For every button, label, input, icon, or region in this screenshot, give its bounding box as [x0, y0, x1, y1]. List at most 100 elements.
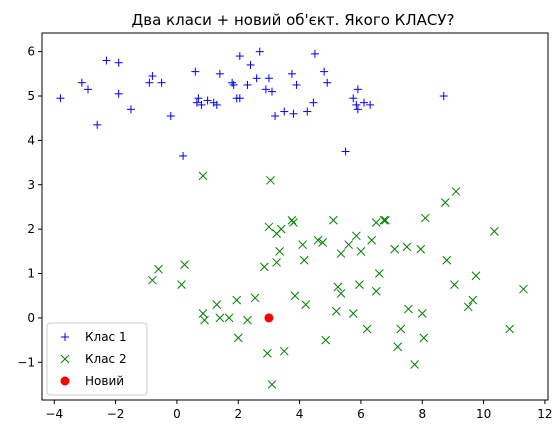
y-tick-label: 4 [27, 133, 35, 147]
data-point-x [336, 289, 346, 298]
data-point-plus [271, 111, 280, 120]
data-point-plus [197, 100, 206, 109]
data-point-plus [303, 107, 312, 116]
data-point-x [290, 291, 300, 301]
x-tick-label: 8 [418, 407, 426, 421]
data-point-x [402, 242, 412, 252]
data-point-plus [145, 78, 154, 87]
y-tick-label: 1 [27, 267, 35, 281]
data-point-plus [341, 147, 350, 156]
x-tick-label: 2 [234, 407, 242, 421]
series-3 [264, 313, 274, 323]
data-point-x [362, 324, 372, 334]
data-point-plus [264, 74, 273, 83]
y-tick-label: 5 [27, 89, 35, 103]
data-point-x [468, 295, 478, 305]
y-tick-label: 0 [27, 311, 35, 325]
data-point-plus [246, 60, 255, 69]
legend: Клас 1 Клас 2 Новий [46, 322, 148, 396]
data-point-x [301, 300, 311, 309]
data-point-x [381, 215, 390, 225]
data-point-x [371, 286, 381, 296]
data-point-x [404, 304, 413, 314]
data-point-plus [289, 109, 298, 118]
data-point-plus [229, 80, 238, 89]
data-point-circle [264, 313, 274, 323]
series-2 [148, 171, 528, 389]
data-point-plus [323, 78, 332, 87]
legend-label: Клас 1 [85, 330, 127, 344]
data-point-x [410, 360, 419, 369]
data-point-x [420, 213, 430, 223]
data-point-x [442, 255, 452, 265]
data-point-x [212, 300, 222, 309]
data-point-x [396, 324, 406, 334]
data-point-plus [360, 98, 368, 107]
data-point-x [379, 215, 389, 225]
data-point-x [313, 235, 323, 245]
x-tick-label: 0 [173, 407, 181, 421]
data-point-x [489, 227, 499, 236]
data-point-x [200, 315, 209, 325]
data-point-x [328, 215, 338, 225]
data-point-x [266, 175, 275, 185]
data-point-x [393, 342, 403, 352]
data-point-plus [287, 69, 296, 78]
data-point-x [519, 284, 528, 294]
data-point-x [374, 269, 384, 278]
data-point-plus [77, 78, 86, 87]
data-point-x [417, 309, 427, 318]
data-point-x [224, 313, 234, 323]
data-point-plus [194, 94, 203, 103]
data-point-plus [349, 94, 358, 103]
data-point-plus [252, 74, 261, 83]
data-point-x [272, 258, 281, 267]
data-point-x [344, 240, 354, 250]
y-tick-label: −1 [17, 355, 35, 369]
data-point-x [243, 315, 252, 325]
data-point-plus [157, 78, 166, 87]
data-point-x [267, 380, 277, 389]
data-point-x [250, 293, 260, 303]
data-point-x [371, 218, 381, 227]
data-point-x [180, 260, 189, 270]
data-point-x [332, 306, 341, 316]
data-point-x [450, 280, 459, 289]
data-point-x [356, 246, 366, 256]
data-point-plus [56, 94, 65, 103]
data-point-plus [203, 96, 212, 105]
data-point-x [333, 282, 343, 292]
data-point-x [263, 349, 272, 358]
data-point-x [390, 244, 400, 254]
data-point-plus [114, 89, 123, 98]
y-tick-label: 3 [27, 178, 35, 192]
data-point-x [336, 249, 346, 258]
data-point-x [471, 271, 481, 281]
data-point-x [232, 295, 242, 305]
x-tick-label: 6 [357, 407, 365, 421]
data-point-x [463, 302, 473, 312]
data-point-x [451, 187, 461, 196]
data-point-x [351, 231, 361, 241]
data-point-plus [93, 120, 102, 129]
data-point-plus [439, 92, 448, 101]
chart-title: Два класи + новий об'єкт. Якого КЛАСУ? [132, 11, 455, 29]
data-point-x [440, 198, 450, 207]
legend-marker-circle [60, 376, 70, 386]
data-point-plus [235, 94, 244, 103]
data-point-plus [166, 111, 175, 120]
x-tick-label: −2 [107, 407, 125, 421]
data-point-x [276, 224, 286, 234]
data-point-x [505, 324, 515, 334]
y-tick-label: 2 [27, 222, 35, 236]
data-point-x [264, 222, 274, 232]
data-point-x [355, 280, 364, 289]
data-point-plus [255, 47, 264, 56]
series-1 [56, 47, 448, 160]
y-tick-label: 6 [27, 45, 35, 59]
data-point-plus [215, 69, 224, 78]
data-point-x [321, 335, 331, 345]
data-point-x [289, 218, 298, 227]
